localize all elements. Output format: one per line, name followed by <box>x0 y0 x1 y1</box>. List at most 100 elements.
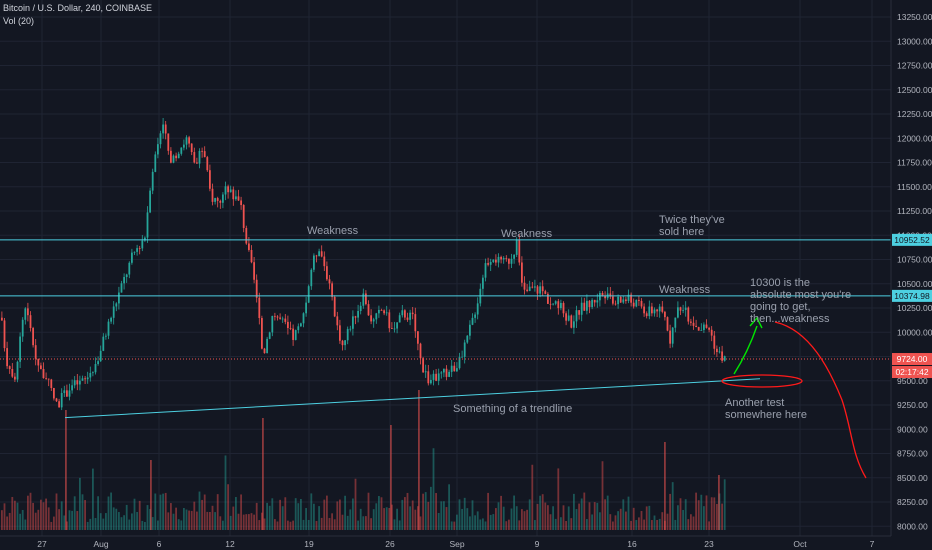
volume-bar <box>443 501 445 530</box>
candle-body <box>188 137 190 144</box>
volume-bar <box>150 460 152 530</box>
candle-body <box>292 328 294 340</box>
volume-bar <box>21 509 24 530</box>
price-labels: 10952.52 10374.98 9724.00 02:17:42 <box>892 233 932 379</box>
volume-bar <box>700 494 703 530</box>
y-tick-label: 10000.00 <box>897 327 932 337</box>
candle-body <box>219 200 222 203</box>
candle-body <box>580 302 583 315</box>
volume-bar <box>229 515 232 530</box>
candle-body <box>32 328 34 346</box>
candle-body <box>190 143 193 153</box>
volume-bar <box>162 493 164 530</box>
y-tick-label: 11500.00 <box>897 182 932 192</box>
time-axis[interactable]: 27 Aug 6 12 19 26 Sep 9 16 23 Oct 7 <box>0 535 891 549</box>
candle-body <box>177 153 180 159</box>
x-tick-label: 23 <box>704 539 714 549</box>
volume-bar <box>601 461 604 530</box>
volume-bar <box>547 505 549 530</box>
volume-bar <box>84 500 86 530</box>
volume-bar <box>146 505 149 530</box>
volume-bar <box>188 510 190 530</box>
volume-bar <box>513 495 515 530</box>
candle-body <box>125 274 128 278</box>
volume-bar <box>388 507 391 530</box>
volume-bar <box>419 516 422 530</box>
candle-body <box>705 324 708 328</box>
volume-bar <box>120 517 123 530</box>
volume-bar <box>232 506 235 530</box>
volume-bar <box>440 501 443 530</box>
candle-body <box>669 330 671 344</box>
candle-body <box>700 329 703 331</box>
volume-bar <box>643 519 645 530</box>
candle-body <box>497 256 500 263</box>
candle-body <box>583 302 586 311</box>
volume-bar <box>313 503 315 530</box>
symbol-legend[interactable]: Bitcoin / U.S. Dollar, 240, COINBASE <box>3 3 153 13</box>
volume-bar <box>227 484 229 530</box>
volume-bar <box>261 512 263 530</box>
volume-bar <box>367 492 370 530</box>
volume-bar <box>674 519 677 530</box>
candle-body <box>453 365 456 372</box>
candle-body <box>640 300 643 307</box>
y-tick-label: 11250.00 <box>897 206 932 216</box>
candle-body <box>643 306 645 314</box>
x-tick-label: Sep <box>449 539 464 549</box>
volume-bar <box>297 503 300 530</box>
candle-body <box>235 196 237 200</box>
candle-body <box>367 304 370 316</box>
y-tick-label: 13250.00 <box>897 12 932 22</box>
volume-bar <box>305 508 307 530</box>
volume-bar <box>102 518 105 530</box>
volume-bar <box>344 495 346 530</box>
candle-body <box>144 237 146 241</box>
volume-bar <box>372 509 375 530</box>
volume-bar <box>266 502 268 530</box>
volume-bar <box>206 511 209 530</box>
candle-body <box>183 144 185 148</box>
volume-bar <box>690 514 692 530</box>
candle-body <box>541 286 544 292</box>
volume-legend[interactable]: Vol (20) <box>3 16 35 26</box>
volume-bar <box>128 519 131 530</box>
volume-bar <box>16 502 19 530</box>
candle-body <box>450 365 453 372</box>
volume-bar <box>99 513 102 530</box>
candle-body <box>154 154 157 172</box>
candle-body <box>146 212 149 238</box>
target-label-line4: then...weakness <box>750 313 830 325</box>
candle-body <box>185 137 188 145</box>
green-arrow-head <box>749 316 763 329</box>
x-tick-label: 16 <box>627 539 637 549</box>
volume-bar <box>214 512 216 530</box>
candle-body <box>422 358 424 373</box>
candle-body <box>300 323 302 327</box>
candle-body <box>331 283 333 297</box>
candle-body <box>263 348 266 354</box>
volume-bar <box>151 517 154 530</box>
candle-body <box>227 186 229 193</box>
price-label-box <box>892 233 932 246</box>
x-tick-label: 27 <box>37 539 47 549</box>
candle-body <box>534 286 536 288</box>
volume-bar <box>492 514 495 530</box>
candle-body <box>518 240 521 263</box>
candle-body <box>29 315 32 329</box>
volume-bar <box>515 506 518 530</box>
candle-body <box>666 317 669 331</box>
horizontal-levels[interactable] <box>0 239 891 360</box>
candle-body <box>435 373 437 381</box>
candle-body <box>133 251 136 253</box>
drawings[interactable] <box>64 316 867 479</box>
volume-bar <box>461 508 463 530</box>
candle-body <box>708 327 710 330</box>
volume-bar <box>664 442 666 530</box>
candle-body <box>697 327 700 331</box>
candle-body <box>471 317 474 325</box>
volume-bar <box>518 520 521 530</box>
candle-body <box>710 329 713 336</box>
volume-bar <box>112 507 115 530</box>
